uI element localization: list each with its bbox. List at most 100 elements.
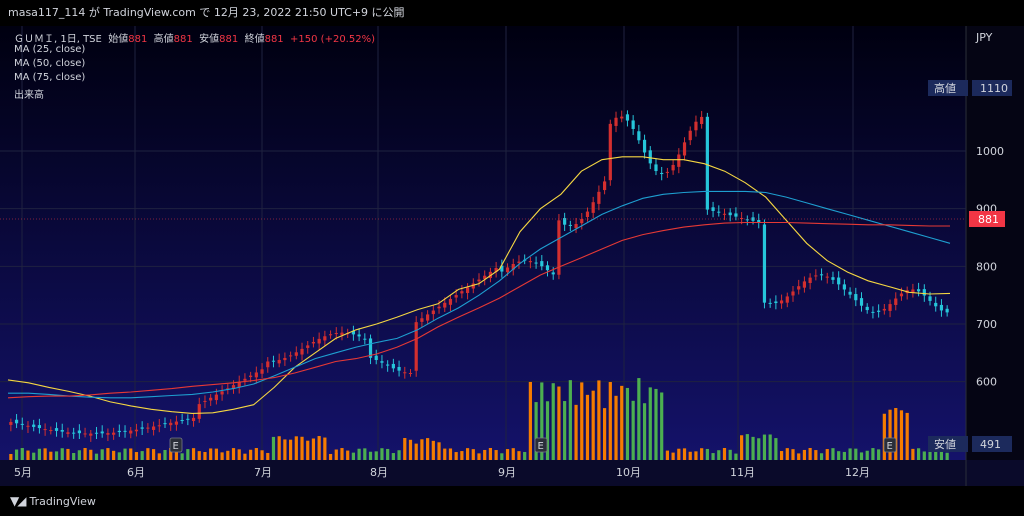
candle-body [117, 430, 121, 433]
candle-body [106, 433, 110, 435]
time-axis-background [0, 460, 1024, 486]
volume-bar [106, 448, 110, 460]
footer-brand: TradingView [29, 494, 96, 508]
volume-bar [203, 452, 207, 460]
legend-low: 881 [219, 34, 239, 45]
volume-bar [540, 382, 544, 460]
time-axis[interactable]: 5月 6月 7月 8月 9月 10月 11月 12月 [14, 466, 870, 479]
candle-body [397, 366, 401, 371]
volume-bar [551, 383, 555, 460]
volume-bar [608, 382, 612, 460]
volume-bar [665, 450, 669, 460]
candle-body [283, 357, 287, 361]
legend-high-label: 高値 [153, 34, 174, 45]
volume-bar [77, 450, 81, 460]
volume-bar [648, 387, 652, 460]
candle-body [214, 394, 218, 401]
volume-bar [477, 453, 481, 460]
candle-body [271, 360, 276, 362]
candle-body [289, 355, 293, 357]
high-tag-label: 高値 [934, 81, 956, 95]
volume-bar [494, 450, 498, 460]
candle-body [317, 338, 321, 344]
candle-body [745, 219, 749, 221]
volume-bar [60, 448, 64, 460]
legend-ma25[interactable]: MA (25, close) [14, 44, 86, 55]
legend-open: 881 [128, 34, 148, 45]
candle-body [603, 181, 607, 191]
candle-body [426, 314, 430, 321]
volume-bar [871, 448, 875, 460]
tradingview-logo[interactable]: ▼◢ TradingView [10, 494, 96, 508]
candle-body [911, 289, 915, 293]
volume-bar [568, 380, 572, 460]
candle-body [403, 372, 407, 374]
candle-body [528, 261, 532, 263]
candle-body [49, 430, 53, 432]
candle-body [340, 332, 344, 336]
volume-bar [511, 448, 515, 460]
candle-body [917, 289, 921, 292]
volume-bar [774, 438, 778, 460]
candle-body [762, 224, 767, 303]
candle-body [882, 308, 886, 311]
candle-body [328, 334, 333, 336]
volume-bar [20, 448, 24, 460]
high-tag-value: 1110 [980, 82, 1008, 95]
volume-bar [169, 448, 173, 460]
candle-body [722, 213, 727, 215]
candle-body [54, 428, 59, 431]
legend-volume[interactable]: 出来高 [14, 90, 44, 101]
volume-bar [408, 439, 413, 460]
volume-bar [694, 451, 698, 460]
legend-ma50[interactable]: MA (50, close) [14, 58, 86, 69]
candle-body [237, 381, 241, 388]
candle-body [129, 430, 133, 434]
candle-body [368, 338, 373, 358]
candle-body [585, 211, 590, 218]
price-tick-label: 1000 [976, 145, 1004, 158]
candle-body [768, 302, 772, 304]
volume-bar [186, 449, 190, 460]
last-price-tag: 881 [969, 211, 1005, 227]
candle-body [688, 130, 692, 141]
candle-body [197, 404, 201, 419]
volume-bar [397, 450, 401, 460]
volume-bar [808, 448, 812, 460]
volume-bar [37, 448, 41, 460]
volume-bar [945, 452, 949, 460]
volume-bar [237, 449, 241, 460]
candle-body [311, 341, 316, 344]
volume-bar [340, 448, 344, 460]
earnings-marker[interactable] [883, 437, 897, 453]
candle-body [66, 432, 70, 434]
candle-body [254, 372, 258, 378]
earnings-marker[interactable] [169, 437, 183, 453]
volume-bar [271, 436, 276, 460]
legend-symbol[interactable]: ＧＵＭＩ, 1日, TSE [14, 34, 102, 45]
candle-body [660, 172, 664, 175]
volume-bar [465, 448, 470, 460]
candle-body [277, 359, 281, 364]
volume-bar [346, 450, 350, 460]
candle-body [191, 417, 196, 421]
volume-bar [717, 450, 721, 460]
volume-bar [289, 439, 293, 460]
candle-body [420, 318, 424, 322]
candle-body [26, 425, 30, 427]
volume-bar [768, 434, 772, 460]
candle-body [831, 277, 835, 280]
legend-ma75[interactable]: MA (75, close) [14, 72, 86, 83]
currency-label: JPY [975, 31, 993, 44]
candle-body [534, 262, 538, 264]
earnings-marker[interactable] [534, 437, 548, 453]
volume-bar [705, 448, 709, 460]
volume-bar [220, 452, 224, 460]
volume-bar [580, 382, 584, 460]
volume-bar [848, 448, 852, 460]
ma50-line [8, 190, 951, 399]
candle-body [631, 120, 635, 129]
volume-bar [363, 448, 367, 460]
